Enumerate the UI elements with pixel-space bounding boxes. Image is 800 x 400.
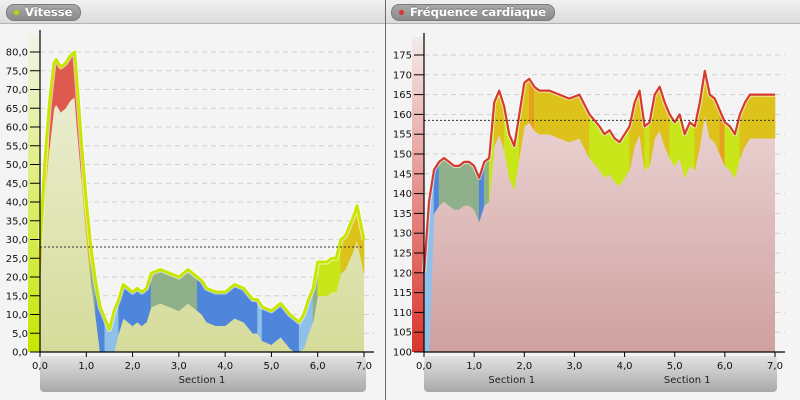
y-axis-color-band xyxy=(412,37,424,352)
y-tick-label: 75,0 xyxy=(6,66,28,77)
y-tick-label: 70,0 xyxy=(6,85,28,96)
zone-band xyxy=(764,94,771,139)
x-tick-label: 5,0 xyxy=(667,361,683,372)
y-axis-color-band xyxy=(28,34,40,352)
zone-band xyxy=(539,90,550,135)
y-tick-label: 130 xyxy=(393,229,412,240)
zone-band xyxy=(448,161,455,211)
zone-band xyxy=(644,121,650,171)
zone-band xyxy=(438,157,445,207)
x-tick-label: 3,0 xyxy=(171,361,187,372)
heart-rate-panel: Fréquence cardiaque 100 105 110 115 120 125 13… xyxy=(386,0,800,400)
speed-legend-toggle[interactable]: Vitesse xyxy=(6,4,82,21)
x-tick-label: 6,0 xyxy=(310,361,326,372)
section-label[interactable]: Section 1 xyxy=(488,375,535,386)
y-tick-label: 140 xyxy=(393,189,412,200)
y-tick-label: 65,0 xyxy=(6,104,28,115)
y-tick-label: 115 xyxy=(393,288,412,299)
zone-band xyxy=(463,161,470,206)
zone-band xyxy=(331,257,337,293)
zone-band xyxy=(689,121,696,171)
x-tick-label: 1,0 xyxy=(78,361,94,372)
x-tick-label: 2,0 xyxy=(125,361,141,372)
y-tick-label: 160 xyxy=(393,110,412,121)
x-tick-label: 0,0 xyxy=(32,361,48,372)
x-tick-label: 0,0 xyxy=(416,361,432,372)
zone-band xyxy=(60,62,66,113)
y-tick-label: 45,0 xyxy=(6,179,28,190)
x-tick-label: 4,0 xyxy=(617,361,633,372)
x-tick-label: 6,0 xyxy=(717,361,733,372)
speed-chart[interactable]: 0,0 5,0 10,0 15,0 20,0 25,0 30,0 35,0 40,0 45,0 50… xyxy=(0,0,385,400)
y-tick-label: 100 xyxy=(393,348,412,359)
zone-band xyxy=(604,129,610,179)
zone-band xyxy=(569,94,580,143)
zone-band xyxy=(759,94,766,139)
y-tick-label: 25,0 xyxy=(6,254,28,265)
series-line xyxy=(38,50,366,331)
y-tick-label: 125 xyxy=(393,249,412,260)
y-tick-label: 35,0 xyxy=(6,216,28,227)
speed-panel-header: Vitesse xyxy=(0,0,385,24)
x-tick-label: 5,0 xyxy=(263,361,279,372)
y-tick-label: 150 xyxy=(393,150,412,161)
y-tick-label: 55,0 xyxy=(6,141,28,152)
y-tick-label: 0,0 xyxy=(12,348,28,359)
heart-rate-legend-toggle[interactable]: Fréquence cardiaque xyxy=(391,4,556,21)
speed-legend-dot-icon xyxy=(14,10,19,15)
speed-panel: Vitesse 0,0 5,0 10,0 15,0 20,0 25,0 30,0 35,0 40… xyxy=(0,0,385,400)
zone-band xyxy=(453,165,460,210)
y-tick-label: 40,0 xyxy=(6,198,28,209)
x-tick-label: 4,0 xyxy=(217,361,233,372)
speed-panel-title: Vitesse xyxy=(25,5,73,19)
section-bar[interactable] xyxy=(424,356,777,392)
section-label[interactable]: Section 1 xyxy=(664,375,711,386)
y-tick-label: 145 xyxy=(393,169,412,180)
zone-band xyxy=(534,86,540,135)
zone-band xyxy=(749,94,756,139)
heart-rate-panel-title: Fréquence cardiaque xyxy=(410,5,547,19)
y-tick-label: 165 xyxy=(393,90,412,101)
y-tick-label: 175 xyxy=(393,51,412,62)
zone-band xyxy=(724,121,731,171)
x-tick-label: 7,0 xyxy=(767,361,783,372)
section-bar[interactable] xyxy=(40,356,366,392)
zone-band xyxy=(549,90,560,139)
section-label[interactable]: Section 1 xyxy=(179,375,226,386)
y-tick-label: 170 xyxy=(393,70,412,81)
zone-band xyxy=(559,94,570,143)
zone-band xyxy=(769,94,776,139)
y-tick-label: 15,0 xyxy=(6,291,28,302)
y-tick-label: 5,0 xyxy=(12,329,28,340)
x-tick-label: 1,0 xyxy=(466,361,482,372)
y-tick-label: 105 xyxy=(393,328,412,339)
y-tick-label: 60,0 xyxy=(6,123,28,134)
zone-band xyxy=(215,291,226,327)
y-tick-label: 80,0 xyxy=(6,48,28,59)
heart-rate-legend-dot-icon xyxy=(399,10,404,15)
y-tick-label: 135 xyxy=(393,209,412,220)
y-tick-label: 50,0 xyxy=(6,160,28,171)
x-tick-label: 7,0 xyxy=(356,361,372,372)
x-tick-label: 2,0 xyxy=(516,361,532,372)
series-line xyxy=(422,69,775,273)
x-tick-label: 3,0 xyxy=(566,361,582,372)
y-tick-label: 155 xyxy=(393,130,412,141)
zone-band xyxy=(458,161,465,211)
heart-rate-panel-header: Fréquence cardiaque xyxy=(386,0,800,24)
y-tick-label: 110 xyxy=(393,308,412,319)
zone-band xyxy=(614,137,620,187)
heart-rate-chart[interactable]: 100 105 110 115 120 125 130 135 140 145 150 155 160 1… xyxy=(386,0,800,400)
zone-band xyxy=(754,94,761,139)
zone-band xyxy=(443,157,450,207)
y-tick-label: 10,0 xyxy=(6,310,28,321)
y-tick-label: 20,0 xyxy=(6,273,28,284)
y-tick-label: 30,0 xyxy=(6,235,28,246)
y-tick-label: 120 xyxy=(393,268,412,279)
zone-band xyxy=(252,299,258,334)
panel-divider[interactable] xyxy=(385,0,386,400)
